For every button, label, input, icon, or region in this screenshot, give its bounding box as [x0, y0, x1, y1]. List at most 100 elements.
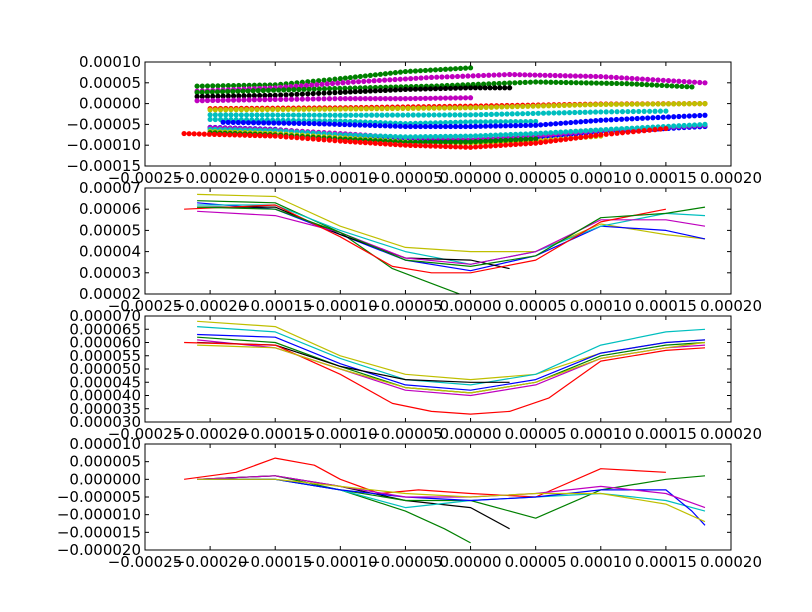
scatter-point [697, 122, 703, 128]
scatter-point [374, 112, 380, 118]
scatter-point [538, 79, 544, 85]
scatter-point [676, 113, 682, 120]
scatter-point [499, 111, 505, 117]
scatter-point [259, 106, 265, 113]
scatter-point [452, 112, 458, 118]
scatter-point [508, 137, 514, 143]
scatter-point [412, 86, 419, 92]
scatter-point [407, 86, 414, 92]
scatter-point [321, 96, 327, 102]
scatter-point [363, 106, 369, 112]
scatter-point [439, 74, 445, 80]
scatter-point [562, 73, 568, 79]
scatter-point [342, 112, 349, 118]
scatter-point [487, 85, 493, 91]
scatter-point [228, 112, 234, 118]
scatter-point [437, 123, 444, 130]
scatter-point [296, 112, 302, 118]
scatter-point [523, 131, 529, 137]
x-tick-label: 0.00005 [505, 425, 567, 443]
scatter-point [230, 119, 236, 126]
scatter-point [478, 111, 484, 118]
scatter-point [543, 139, 549, 145]
scatter-point [588, 80, 594, 86]
scatter-point [305, 135, 311, 142]
scatter-point [377, 141, 384, 147]
scatter-point [457, 139, 464, 145]
scatter-point [613, 116, 620, 123]
scatter-point [283, 92, 289, 98]
x-tick-label: 0.00010 [570, 297, 632, 315]
scatter-point [563, 136, 569, 142]
scatter-point [533, 118, 539, 125]
plot-area [184, 457, 706, 544]
scatter-point [267, 133, 273, 139]
scatter-point [613, 101, 620, 107]
scatter-point [512, 80, 518, 86]
scatter-point [353, 106, 359, 112]
scatter-point [442, 123, 449, 130]
scatter-point [509, 111, 515, 117]
x-tick-label: −0.00015 [238, 553, 313, 571]
scatter-point [417, 134, 424, 140]
scatter-point [254, 112, 260, 118]
scatter-point [483, 104, 489, 110]
scatter-point [415, 105, 422, 111]
scatter-point [216, 131, 223, 138]
scatter-point [547, 72, 553, 79]
scatter-point [251, 97, 257, 103]
scatter-point [533, 140, 539, 146]
scatter-point [444, 74, 450, 80]
scatter-point [223, 112, 229, 118]
scatter-point [657, 108, 664, 114]
scatter-point [499, 104, 505, 110]
scatter-point [246, 82, 252, 88]
scatter-point [321, 86, 328, 92]
scatter-point [573, 119, 579, 125]
scatter-point [452, 85, 459, 91]
scatter-point [290, 106, 297, 112]
scatter-point [236, 82, 242, 89]
scatter-point [508, 123, 514, 129]
scatter-point [332, 96, 338, 102]
y-tick-label: −0.000015 [57, 523, 141, 541]
scatter-point [535, 103, 541, 109]
scatter-point [619, 109, 626, 115]
scatter-point [650, 77, 656, 83]
scatter-point [548, 130, 554, 136]
series-15 [220, 112, 708, 130]
scatter-point [387, 141, 394, 147]
scatter-point [523, 122, 529, 129]
scatter-point [679, 83, 685, 90]
scatter-point [246, 97, 252, 103]
scatter-point [494, 104, 500, 110]
scatter-point [311, 120, 317, 127]
x-tick-label: 0.00000 [440, 297, 502, 315]
scatter-point [280, 112, 286, 118]
scatter-point [342, 106, 349, 112]
scatter-point [321, 90, 327, 96]
scatter-point [407, 123, 414, 130]
y-tick-label: 0.000045 [69, 373, 141, 391]
scatter-point [415, 112, 422, 118]
scatter-point [405, 112, 411, 118]
scatter-point [410, 105, 416, 111]
x-tick-label: 0.00020 [700, 169, 762, 187]
scatter-point [563, 120, 569, 126]
scatter-point [407, 134, 414, 140]
scatter-point [357, 96, 363, 102]
scatter-point [655, 77, 661, 83]
series-line-3 [197, 202, 706, 272]
scatter-point [243, 112, 250, 118]
scatter-point [629, 101, 635, 107]
series-line-7 [184, 204, 667, 274]
scatter-point [614, 80, 620, 87]
scatter-point [619, 116, 625, 122]
scatter-point [301, 86, 307, 92]
scatter-point [301, 112, 307, 118]
scatter-point [442, 133, 449, 139]
scatter-point [523, 136, 529, 143]
scatter-point [480, 72, 487, 79]
scatter-point [457, 95, 464, 101]
scatter-point [250, 88, 256, 94]
